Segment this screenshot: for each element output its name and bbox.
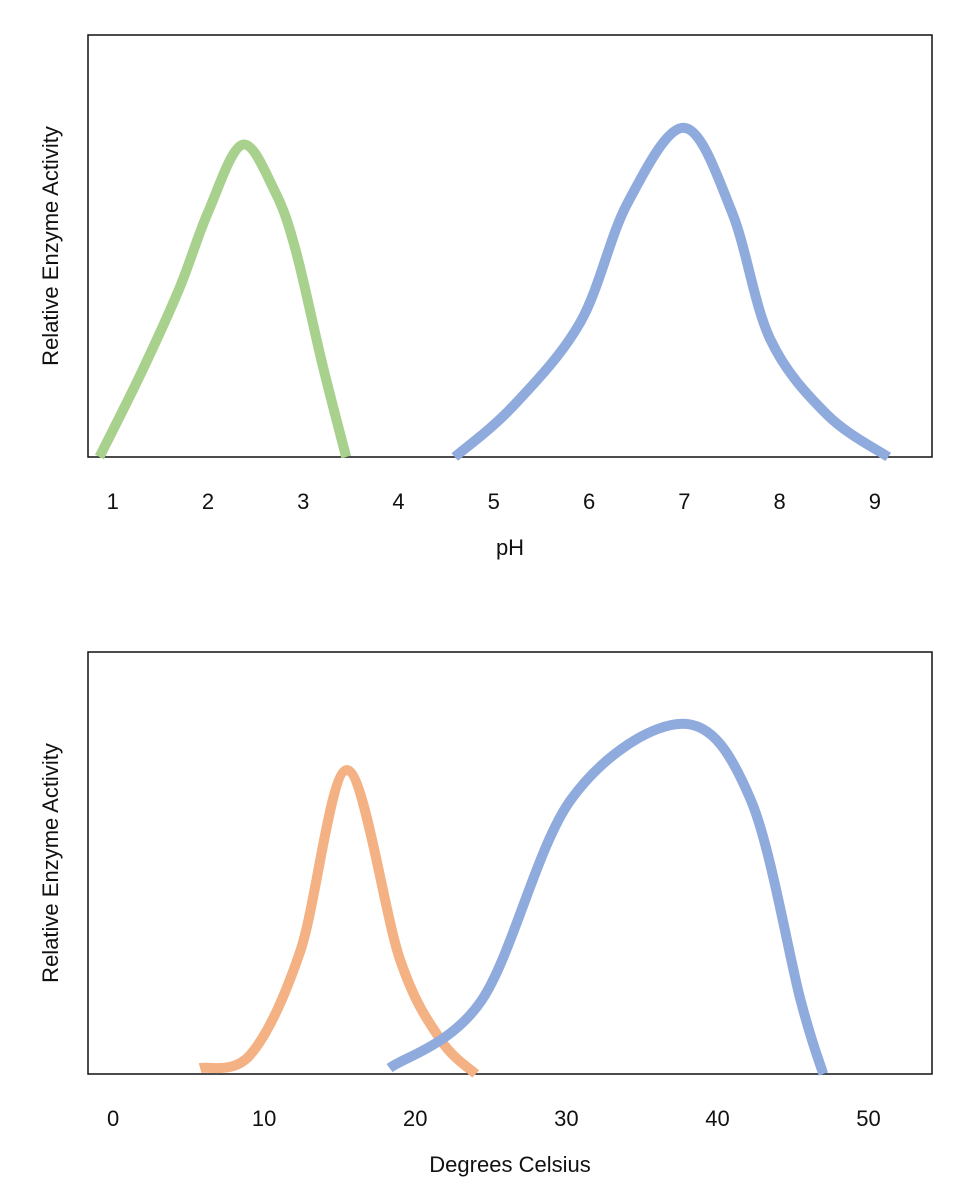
x-tick-label: 30 (554, 1106, 578, 1131)
activity-curve (386, 718, 828, 1076)
x-axis-label: Degrees Celsius (429, 1152, 590, 1177)
x-tick-label: 4 (392, 489, 404, 514)
plot-frame (87, 34, 933, 458)
x-tick-label: 8 (773, 489, 785, 514)
x-tick-label: 20 (403, 1106, 427, 1131)
x-tick-label: 10 (252, 1106, 276, 1131)
x-tick-label: 0 (107, 1106, 119, 1131)
x-tick-label: 6 (583, 489, 595, 514)
x-tick-label: 7 (678, 489, 690, 514)
x-tick-label: 1 (107, 489, 119, 514)
activity-curve (94, 139, 351, 460)
x-tick-label: 9 (869, 489, 881, 514)
x-tick-label: 2 (202, 489, 214, 514)
x-tick-label: 40 (705, 1106, 729, 1131)
x-tick-label: 5 (488, 489, 500, 514)
activity-curve (198, 765, 480, 1078)
plot-frame (87, 651, 933, 1075)
y-axis-label: Relative Enzyme Activity (38, 743, 63, 983)
activity-curve (451, 122, 892, 462)
y-axis-label: Relative Enzyme Activity (38, 126, 63, 366)
x-tick-label: 50 (856, 1106, 880, 1131)
x-tick-label: 3 (297, 489, 309, 514)
x-axis-label: pH (496, 535, 524, 560)
